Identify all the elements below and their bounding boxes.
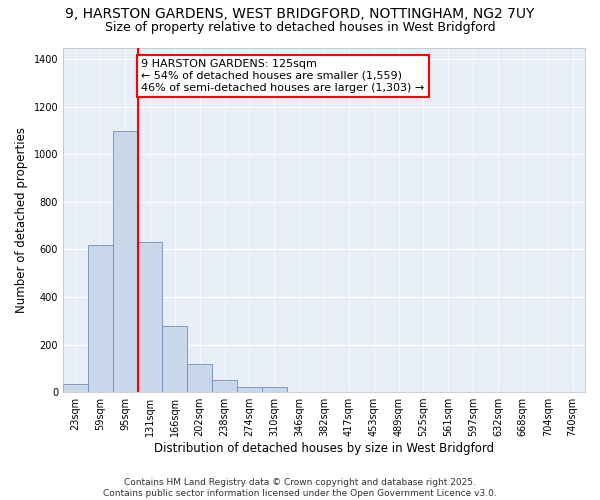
Bar [113,130,137,392]
Text: 9, HARSTON GARDENS, WEST BRIDGFORD, NOTTINGHAM, NG2 7UY: 9, HARSTON GARDENS, WEST BRIDGFORD, NOTT… [65,8,535,22]
Text: Size of property relative to detached houses in West Bridgford: Size of property relative to detached ho… [104,21,496,34]
Y-axis label: Number of detached properties: Number of detached properties [15,127,28,313]
Bar [187,364,212,392]
Bar [137,242,163,392]
Bar [237,388,262,392]
Bar [212,380,237,392]
Text: 9 HARSTON GARDENS: 125sqm
← 54% of detached houses are smaller (1,559)
46% of se: 9 HARSTON GARDENS: 125sqm ← 54% of detac… [142,60,425,92]
Bar [63,384,88,392]
Bar [88,244,113,392]
Text: Contains HM Land Registry data © Crown copyright and database right 2025.
Contai: Contains HM Land Registry data © Crown c… [103,478,497,498]
Bar [163,326,187,392]
X-axis label: Distribution of detached houses by size in West Bridgford: Distribution of detached houses by size … [154,442,494,455]
Bar [262,388,287,392]
